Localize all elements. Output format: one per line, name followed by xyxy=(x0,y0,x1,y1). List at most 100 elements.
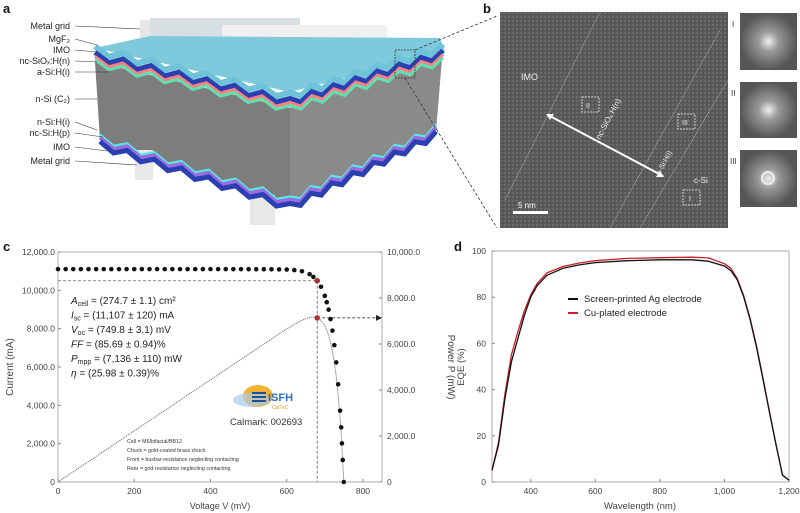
iv-data-point xyxy=(70,266,76,272)
iv-data-point xyxy=(162,266,168,272)
tem-micrograph xyxy=(500,12,728,228)
parameter-value: = (749.8 ± 3.1) mV xyxy=(85,325,171,336)
x-tick-label: 1,200 xyxy=(778,486,800,496)
panel-label-b: b xyxy=(483,1,491,16)
region-box-ii xyxy=(581,96,600,113)
leader-line xyxy=(74,49,98,53)
x-tick-label: 400 xyxy=(203,486,217,496)
region-box-iii xyxy=(677,113,696,130)
iv-data-point xyxy=(231,266,236,272)
leader-line xyxy=(74,146,108,152)
panel-label-d: d xyxy=(454,239,462,254)
layer-label: a-Si:H(i) xyxy=(37,67,70,77)
iv-data-point xyxy=(328,316,333,322)
y-tick-label: 0 xyxy=(50,477,55,487)
iv-data-point xyxy=(109,266,114,272)
iv-data-point xyxy=(330,328,335,333)
parameter-annotation: Isc = (11,107 ± 120) mA xyxy=(71,311,175,323)
x-tick-label: 1,000 xyxy=(714,486,736,496)
y-tick-label: 100 xyxy=(472,246,486,256)
y-tick-label: 2,000.0 xyxy=(27,439,56,449)
note-rear: Rear = grid-resistance neglecting contac… xyxy=(127,466,231,472)
iv-data-point xyxy=(246,266,251,272)
iv-data-point xyxy=(326,307,331,312)
y2-tick-label: 0 xyxy=(387,477,392,487)
iv-data-point xyxy=(131,266,137,272)
iv-data-point xyxy=(338,425,344,430)
mpp-marker-power xyxy=(314,315,321,321)
region-box-i xyxy=(682,189,701,206)
y-tick-label: 20 xyxy=(477,431,487,441)
layer-label: nc-SiOₓ:H(n) xyxy=(20,56,70,66)
iv-data-point xyxy=(147,266,152,272)
iv-data-point xyxy=(333,360,339,365)
fft-label-ii: II xyxy=(731,89,735,98)
leader-line xyxy=(74,121,98,131)
iv-data-point xyxy=(337,408,343,413)
iv-data-point xyxy=(200,266,206,272)
scale-bar-label: 5 nm xyxy=(518,201,536,210)
iv-data-point xyxy=(339,441,345,446)
legend-label: Screen-printed Ag electrode xyxy=(584,294,702,305)
fft-pattern-iii xyxy=(740,150,797,207)
layer-label: MgF₂ xyxy=(49,34,71,44)
y-tick-label: 8,000.0 xyxy=(27,324,56,334)
y2-tick-label: 8,000.0 xyxy=(387,293,416,303)
fft-label-i: I xyxy=(732,20,734,29)
arrow-head xyxy=(376,314,382,321)
iv-data-point xyxy=(276,267,282,272)
parameter-symbol: P xyxy=(71,354,78,365)
iv-data-point xyxy=(185,266,190,272)
leader-line xyxy=(74,160,138,166)
fft-pattern-i xyxy=(740,13,797,70)
parameter-symbol: FF xyxy=(71,340,84,351)
iv-data-point xyxy=(208,266,213,272)
y-tick-label: 4,000.0 xyxy=(27,400,56,410)
x-tick-label: 400 xyxy=(524,486,538,496)
power-curve xyxy=(57,316,345,483)
region-label-c-si: c-Si xyxy=(694,176,708,185)
iv-data-point xyxy=(253,266,259,272)
parameter-value: = (25.98 ± 0.39)% xyxy=(77,369,160,380)
panel-label-c: c xyxy=(3,239,10,254)
iv-data-point xyxy=(78,266,84,272)
mgf2-top-surface xyxy=(95,36,445,92)
iv-data-point xyxy=(332,342,337,348)
iv-data-point xyxy=(215,266,221,272)
y-tick-label: 40 xyxy=(477,385,487,395)
y-tick-label: 10,000.0 xyxy=(22,285,55,295)
logo-subtext: CalTeC xyxy=(272,405,289,411)
x-tick-label: 800 xyxy=(653,486,667,496)
y-tick-label: 0 xyxy=(481,477,486,487)
x-tick-label: 600 xyxy=(588,486,602,496)
parameter-value: = (11,107 ± 120) mA xyxy=(81,311,175,322)
metal-grid-finger xyxy=(140,20,150,52)
parameter-symbol: η xyxy=(71,369,77,380)
solar-cell-stack-diagram: Metal grid MgF₂ IMO nc-SiOₓ:H(n)a-Si:H(i) n-… xyxy=(20,15,498,229)
layer-label: IMO xyxy=(53,142,70,152)
note-cell: Cell = M6/bifacial/BB12 xyxy=(127,439,182,445)
parameter-annotation: Acell = (274.7 ± 1.1) cm² xyxy=(70,296,176,308)
leader-line xyxy=(74,60,98,63)
iv-data-point xyxy=(261,266,267,272)
layer-label: n-Si:H(i) xyxy=(37,117,70,127)
fft-label-iii: III xyxy=(730,157,737,166)
parameter-symbol: V xyxy=(71,325,79,336)
iv-data-point xyxy=(170,266,175,272)
plot-frame xyxy=(491,250,790,483)
iv-data-point xyxy=(177,266,183,272)
bottom-layer-band xyxy=(98,126,438,205)
iv-data-point xyxy=(322,293,328,299)
iv-data-point xyxy=(124,266,129,272)
layer-label: Metal grid xyxy=(30,156,70,166)
leader-line xyxy=(74,132,104,138)
parameter-symbol: A xyxy=(70,296,78,307)
eqe-chart: 400 600 800 1,000 1,200 0 20 40 60 80 100 Wavelengt… xyxy=(456,246,800,512)
box-label-ii: II xyxy=(586,103,590,110)
y-axis-label: Current (mA) xyxy=(5,338,16,396)
iv-data-point xyxy=(341,479,347,485)
bottom-layer-band xyxy=(98,129,438,209)
iv-data-point xyxy=(269,266,274,272)
eqe-series-line-0 xyxy=(491,259,790,481)
